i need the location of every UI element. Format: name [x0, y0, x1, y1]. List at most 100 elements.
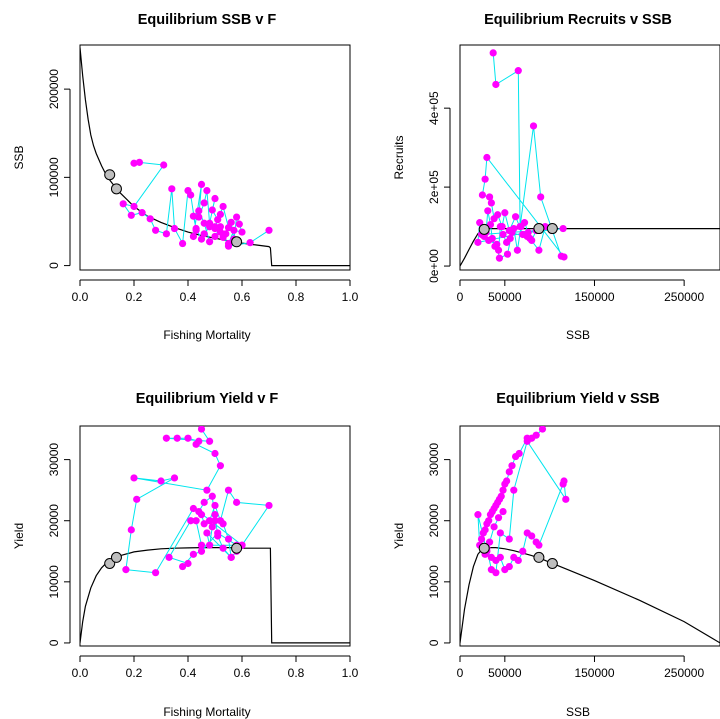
observed-point	[227, 553, 235, 561]
observed-point	[224, 224, 233, 232]
observed-point	[211, 511, 219, 519]
observed-point	[508, 462, 516, 470]
reference-point	[110, 551, 122, 563]
observed-point	[184, 559, 192, 568]
observed-point	[146, 215, 154, 223]
observed-point	[208, 206, 216, 214]
y-tick-label: 100000	[47, 157, 61, 197]
observed-point	[511, 213, 520, 221]
observed-point	[170, 474, 179, 482]
observed-point	[195, 213, 203, 221]
observed-point	[505, 562, 513, 571]
equilibrium-curve	[460, 546, 720, 644]
observed-point	[197, 547, 206, 555]
x-axis-label: SSB	[566, 705, 590, 719]
reference-point	[231, 236, 243, 248]
observed-point	[519, 547, 527, 555]
observed-point	[495, 254, 504, 262]
plot-frame	[79, 44, 351, 271]
y-tick-label: 10000	[427, 565, 441, 599]
observed-point	[157, 477, 165, 485]
observed-point	[483, 153, 491, 162]
observed-point	[506, 234, 514, 243]
observed-point	[230, 226, 238, 234]
observed-point	[122, 566, 130, 574]
y-tick-label: 0	[427, 639, 441, 646]
observed-point	[224, 486, 233, 494]
observed-point	[503, 250, 512, 258]
observed-point	[173, 434, 181, 442]
observed-point	[211, 449, 219, 458]
observed-point	[514, 67, 522, 75]
reference-point	[478, 542, 490, 554]
x-tick-label: 0.8	[288, 290, 305, 304]
chart-title: Equilibrium Yield v F	[136, 391, 279, 407]
x-tick-label: 50000	[488, 666, 522, 680]
observed-point	[496, 529, 504, 537]
chart-panel-4: Equilibrium Yield v SSB 0 50000 150000 25000…	[392, 391, 720, 719]
observed-point	[206, 517, 214, 525]
observed-point	[246, 239, 254, 247]
observed-point	[195, 507, 203, 516]
observed-point	[203, 529, 211, 537]
chart-title: Equilibrium SSB v F	[138, 12, 277, 28]
observed-point	[483, 520, 491, 528]
x-tick-label: 150000	[574, 666, 614, 680]
observed-point	[493, 240, 501, 248]
y-tick-label: 0e+00	[427, 249, 441, 283]
observed-point	[162, 434, 170, 442]
observed-point	[265, 501, 273, 510]
observed-point	[477, 535, 486, 543]
observed-point	[130, 474, 138, 482]
observed-point	[520, 219, 529, 227]
observed-point	[224, 535, 233, 543]
y-axis-label: Yield	[12, 523, 26, 549]
observed-point	[233, 213, 241, 221]
observed-point	[170, 224, 179, 233]
y-tick-label: 30000	[47, 443, 61, 477]
observed-point	[208, 492, 216, 500]
observed-point	[197, 235, 206, 243]
observed-point	[490, 523, 498, 531]
observed-point	[189, 504, 197, 513]
observed-point	[200, 520, 208, 528]
observed-point	[152, 226, 160, 234]
x-tick-label: 0.4	[180, 666, 197, 680]
y-tick-label: 2e+05	[427, 170, 441, 204]
observed-point	[200, 219, 208, 227]
observed-point	[192, 517, 200, 525]
observed-point	[214, 529, 222, 537]
observed-point	[529, 122, 538, 130]
observed-point	[523, 437, 531, 445]
chart-panel-1: Equilibrium SSB v F 0.0 0.2 0.4 0.6 0.8 1.0 0 10…	[12, 12, 359, 342]
observed-point	[200, 199, 208, 207]
reference-point	[546, 223, 558, 235]
x-tick-label: 0.6	[234, 290, 251, 304]
observed-point	[219, 233, 227, 241]
observed-point	[197, 426, 206, 433]
y-tick-label: 20000	[427, 504, 441, 538]
y-tick-label: 0	[47, 639, 61, 646]
observed-point	[211, 232, 219, 241]
observed-point	[485, 538, 494, 546]
observed-point	[189, 550, 197, 558]
observed-point	[133, 495, 141, 503]
observed-point	[216, 462, 224, 470]
observed-point	[219, 202, 227, 211]
observed-point	[486, 511, 495, 519]
observed-point	[494, 514, 503, 522]
observed-point	[474, 238, 482, 246]
x-axis-label: Fishing Mortality	[163, 328, 250, 342]
observed-point	[197, 541, 206, 549]
observed-point	[192, 440, 200, 448]
observed-point	[162, 230, 170, 238]
observed-point	[203, 486, 211, 494]
observed-point	[211, 194, 219, 203]
observed-point	[130, 159, 138, 167]
observed-point	[127, 526, 135, 534]
observed-point	[135, 158, 143, 166]
observed-point	[165, 553, 173, 561]
observed-point	[184, 434, 192, 442]
observed-point	[235, 220, 243, 228]
observed-path	[125, 428, 270, 574]
